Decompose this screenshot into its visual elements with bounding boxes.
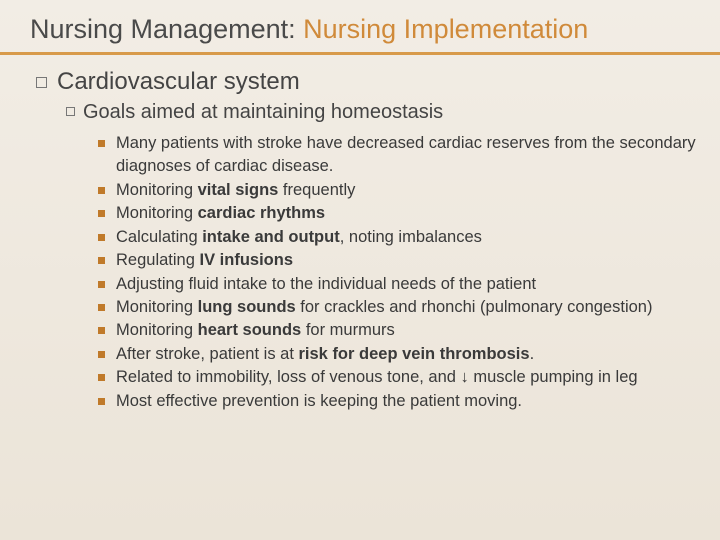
level3-item: Most effective prevention is keeping the…: [98, 390, 696, 413]
square-bullet-icon: [66, 107, 75, 116]
level3-text: Many patients with stroke have decreased…: [116, 134, 696, 175]
level3-text: Monitoring heart sounds for murmurs: [116, 321, 395, 339]
level3-item: Adjusting fluid intake to the individual…: [98, 273, 696, 296]
filled-square-bullet-icon: [98, 351, 105, 358]
filled-square-bullet-icon: [98, 398, 105, 405]
level3-text: Calculating intake and output, noting im…: [116, 228, 482, 246]
level3-text: Most effective prevention is keeping the…: [116, 392, 522, 410]
square-bullet-icon: [36, 77, 47, 88]
level3-item: Monitoring vital signs frequently: [98, 179, 696, 202]
level2-item: Goals aimed at maintaining homeostasis: [66, 101, 443, 124]
level3-item: Monitoring lung sounds for crackles and …: [98, 296, 696, 319]
level2-text: Goals aimed at maintaining homeostasis: [83, 101, 443, 123]
title-accent: Nursing Implementation: [303, 14, 588, 44]
filled-square-bullet-icon: [98, 187, 105, 194]
level3-list: Many patients with stroke have decreased…: [98, 132, 696, 413]
level3-item: After stroke, patient is at risk for dee…: [98, 343, 696, 366]
filled-square-bullet-icon: [98, 234, 105, 241]
filled-square-bullet-icon: [98, 374, 105, 381]
level3-text: Monitoring cardiac rhythms: [116, 204, 325, 222]
filled-square-bullet-icon: [98, 304, 105, 311]
filled-square-bullet-icon: [98, 140, 105, 147]
level3-text: Monitoring lung sounds for crackles and …: [116, 298, 652, 316]
filled-square-bullet-icon: [98, 281, 105, 288]
slide-title: Nursing Management: Nursing Implementati…: [0, 0, 720, 45]
level3-item: Regulating IV infusions: [98, 249, 696, 272]
title-plain: Nursing Management:: [30, 14, 303, 44]
filled-square-bullet-icon: [98, 210, 105, 217]
level3-text: Regulating IV infusions: [116, 251, 293, 269]
level3-item: Monitoring heart sounds for murmurs: [98, 319, 696, 342]
filled-square-bullet-icon: [98, 327, 105, 334]
level3-text: After stroke, patient is at risk for dee…: [116, 345, 534, 363]
level1-text: Cardiovascular system: [57, 68, 300, 95]
title-underline: [0, 52, 720, 55]
level1-item: Cardiovascular system: [36, 68, 300, 96]
level3-item: Monitoring cardiac rhythms: [98, 202, 696, 225]
level3-text: Related to immobility, loss of venous to…: [116, 368, 638, 386]
level3-text: Monitoring vital signs frequently: [116, 181, 355, 199]
filled-square-bullet-icon: [98, 257, 105, 264]
level3-item: Many patients with stroke have decreased…: [98, 132, 696, 179]
level3-item: Calculating intake and output, noting im…: [98, 226, 696, 249]
level3-item: Related to immobility, loss of venous to…: [98, 366, 696, 389]
level3-text: Adjusting fluid intake to the individual…: [116, 275, 536, 293]
